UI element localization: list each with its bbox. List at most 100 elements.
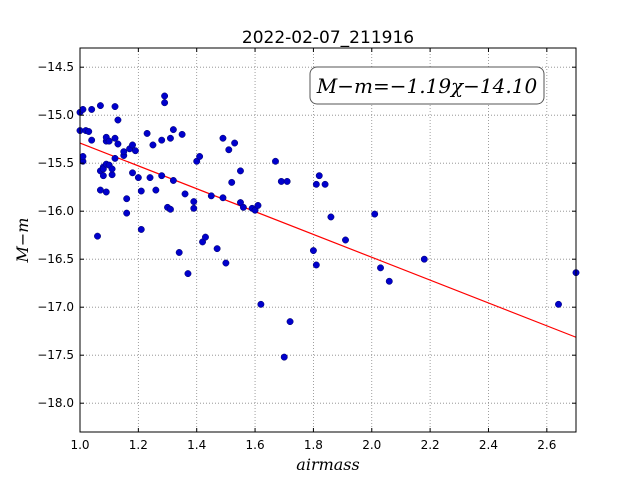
plot-frame (79, 47, 577, 433)
data-point (175, 249, 183, 256)
data-point (85, 128, 93, 135)
data-point (237, 167, 244, 175)
data-point (161, 99, 169, 107)
data-point (88, 105, 96, 113)
y-tick-label: −17.5 (37, 348, 74, 362)
data-point (169, 177, 177, 184)
data-point (257, 300, 265, 308)
data-point (79, 105, 87, 113)
data-point (129, 141, 136, 149)
x-tick-label: 2.2 (421, 438, 440, 452)
data-point (108, 165, 116, 173)
data-point (123, 195, 131, 203)
y-tick-label: −16.0 (37, 204, 74, 218)
data-point (111, 134, 119, 142)
x-tick-label: 2.6 (537, 438, 556, 452)
data-point (321, 180, 329, 188)
data-point (123, 209, 131, 217)
data-point (158, 172, 166, 180)
data-point (134, 174, 142, 182)
y-axis-label: M−m (13, 218, 32, 264)
data-point (158, 136, 166, 144)
data-point (152, 186, 160, 194)
data-point (161, 92, 169, 100)
x-tick-label: 2.4 (479, 438, 498, 452)
data-point (315, 172, 323, 180)
data-point (120, 148, 128, 156)
data-point (88, 136, 96, 144)
data-point (555, 300, 562, 308)
data-point (190, 204, 198, 212)
data-point (342, 236, 349, 244)
data-point (99, 172, 107, 180)
data-point (114, 116, 122, 124)
data-point (149, 141, 157, 149)
data-point (309, 247, 317, 255)
data-point (137, 225, 145, 233)
data-point (327, 213, 335, 221)
y-tick-label: −16.5 (37, 252, 74, 266)
data-point (207, 192, 215, 200)
y-tick-label: −17.0 (37, 300, 74, 314)
data-point (181, 190, 189, 198)
x-tick-label: 2.0 (362, 438, 381, 452)
data-point (129, 169, 136, 177)
data-point (213, 245, 221, 253)
data-point (169, 126, 177, 134)
y-tick-label: −15.5 (37, 156, 74, 170)
data-point (272, 157, 279, 165)
data-point (196, 153, 204, 160)
data-point (94, 232, 101, 240)
data-point (219, 134, 227, 142)
y-tick-label: −14.5 (37, 60, 74, 74)
data-point (312, 180, 320, 188)
data-point (228, 178, 236, 186)
data-point (371, 210, 379, 218)
data-point (385, 277, 393, 285)
data-point (225, 146, 233, 154)
fit-equation: M−m=−1.19χ−14.10 (316, 74, 538, 98)
annotation-box: M−m=−1.19χ−14.10 (309, 66, 545, 105)
data-point (105, 137, 113, 145)
x-tick-label: 1.6 (246, 438, 265, 452)
data-point (131, 147, 139, 155)
x-tick-label: 1.8 (304, 438, 323, 452)
data-point (111, 103, 119, 111)
data-point (280, 353, 288, 361)
data-point (312, 261, 320, 269)
data-point (102, 188, 110, 196)
x-tick-label: 1.4 (187, 438, 206, 452)
data-point (146, 174, 154, 182)
data-point (219, 194, 227, 202)
data-point (137, 187, 145, 195)
x-tick-label: 1.2 (129, 438, 148, 452)
data-point (231, 139, 239, 147)
data-point (111, 154, 119, 162)
data-point (166, 205, 174, 213)
data-point (178, 130, 186, 138)
data-point (420, 255, 428, 263)
data-point (277, 177, 285, 185)
x-tick-label: 1.0 (70, 438, 89, 452)
x-axis-label: airmass (296, 455, 359, 474)
data-point (79, 153, 87, 160)
data-point (96, 186, 104, 194)
y-tick-label: −18.0 (37, 396, 74, 410)
ticks-layer: 1.0 1.2 1.4 1.6 1.8 2.0 2.2 2.4 2.6 −14.5 −15.0 −15… (37, 48, 576, 452)
data-point (377, 264, 384, 272)
data-point (190, 198, 198, 206)
chart-title: 2022-02-07_211916 (242, 28, 414, 48)
data-point (166, 134, 174, 142)
data-point (222, 259, 230, 267)
grid-layer (80, 48, 576, 432)
data-point (286, 318, 294, 326)
data-point (143, 129, 151, 137)
data-point (114, 140, 122, 148)
y-tick-label: −15.0 (37, 108, 74, 122)
data-point (239, 203, 247, 211)
data-point (283, 177, 291, 185)
data-point (202, 233, 209, 241)
data-point (254, 201, 262, 209)
